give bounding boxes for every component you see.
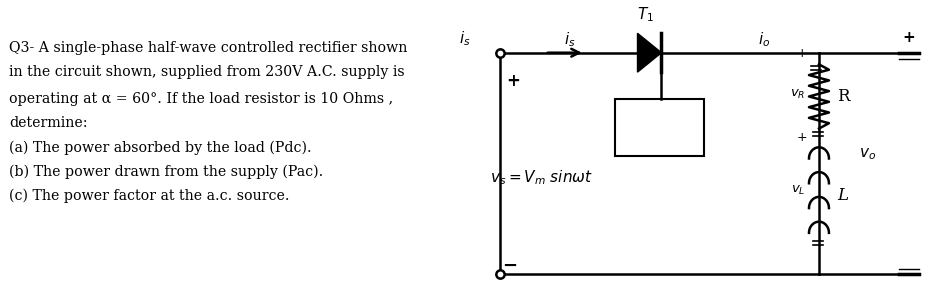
- Text: +: +: [796, 48, 807, 60]
- Text: $v_s = V_m$ sinωt: $v_s = V_m$ sinωt: [490, 168, 593, 187]
- Text: +: +: [506, 72, 519, 90]
- Text: $i_o$: $i_o$: [758, 30, 771, 49]
- Text: (c) The power factor at the a.c. source.: (c) The power factor at the a.c. source.: [9, 189, 290, 203]
- Text: +: +: [902, 30, 915, 45]
- Text: R: R: [837, 88, 850, 105]
- Text: (a) The power absorbed by the load (Pdc).: (a) The power absorbed by the load (Pdc)…: [9, 140, 312, 155]
- Polygon shape: [637, 33, 662, 72]
- Text: determine:: determine:: [9, 116, 88, 130]
- Text: $T_1$: $T_1$: [637, 5, 654, 23]
- Text: L: L: [837, 187, 848, 204]
- Text: −: −: [502, 257, 517, 275]
- Text: Firing: Firing: [636, 114, 683, 128]
- Text: operating at α = 60°. If the load resistor is 10 Ohms ,: operating at α = 60°. If the load resist…: [9, 92, 393, 106]
- Text: $v_o$: $v_o$: [859, 146, 876, 162]
- Text: $v_L$: $v_L$: [790, 184, 805, 197]
- Text: $i_s$: $i_s$: [564, 30, 576, 49]
- Text: $v_R$: $v_R$: [789, 88, 805, 101]
- Text: −: −: [901, 266, 917, 284]
- Text: Circuit: Circuit: [632, 130, 686, 144]
- Text: in the circuit shown, supplied from 230V A.C. supply is: in the circuit shown, supplied from 230V…: [9, 65, 405, 79]
- Text: (b) The power drawn from the supply (Pac).: (b) The power drawn from the supply (Pac…: [9, 164, 324, 179]
- Bar: [614, 99, 704, 156]
- Text: +: +: [796, 131, 807, 144]
- Text: Q3- A single-phase half-wave controlled rectifier shown: Q3- A single-phase half-wave controlled …: [9, 41, 407, 55]
- Text: $i_s$: $i_s$: [459, 29, 470, 48]
